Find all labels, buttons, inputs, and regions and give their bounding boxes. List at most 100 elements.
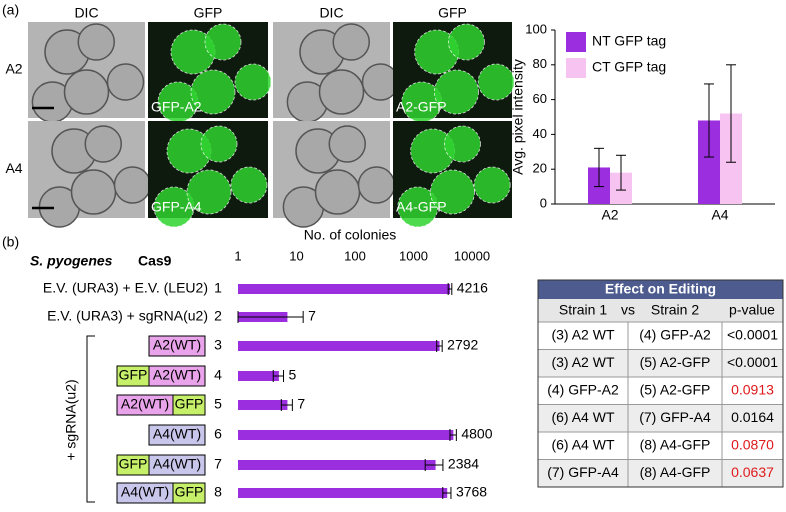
x-tick-label: 1 <box>234 248 241 263</box>
cell <box>190 69 236 115</box>
cell <box>77 23 115 61</box>
cell <box>434 69 479 115</box>
construct-box <box>148 424 206 446</box>
column-header: DIC <box>74 5 98 21</box>
construct-box <box>148 365 206 387</box>
image-label: GFP-A4 <box>151 199 202 215</box>
legend-label: NT GFP tag <box>592 33 666 49</box>
row-number: 8 <box>214 484 222 500</box>
cell <box>106 63 145 101</box>
table-row <box>538 349 783 377</box>
bracket <box>86 335 95 503</box>
row-text: E.V. (URA3) + E.V. (LEU2) <box>43 280 208 296</box>
row-number: 7 <box>214 456 222 472</box>
x-tick-label: 10000 <box>454 248 490 263</box>
cell <box>314 169 361 215</box>
row-number: 4 <box>214 367 222 383</box>
cell <box>477 63 515 101</box>
cell <box>70 169 117 215</box>
chart-title: S. pyogenes <box>30 253 113 269</box>
image-label: GFP-A2 <box>151 99 202 115</box>
table-cell: (4) GFP-A2 <box>547 381 619 397</box>
bar <box>238 488 448 498</box>
cell <box>200 125 238 163</box>
table-cell: <0.0001 <box>727 326 778 342</box>
cell <box>230 166 268 204</box>
x-tick-label: 10 <box>289 248 303 263</box>
construct-box <box>172 482 206 504</box>
value-label: 2384 <box>448 456 479 472</box>
construct-box <box>148 454 206 476</box>
y-tick-label: 20 <box>533 161 547 176</box>
panel-label: (b) <box>2 234 19 250</box>
value-label: 2792 <box>447 337 478 353</box>
cell <box>186 169 232 215</box>
construct-box <box>172 394 206 416</box>
construct-label: A2(WT) <box>153 337 201 353</box>
construct-label: A4(WT) <box>121 484 169 500</box>
value-label: 7 <box>297 396 305 412</box>
table-row <box>538 459 783 487</box>
cell <box>332 23 370 61</box>
table-cell: (3) A2 WT <box>551 326 614 342</box>
row-number: 6 <box>214 426 222 442</box>
table-cell: <0.0001 <box>727 354 778 370</box>
row-label: A4 <box>5 160 22 176</box>
row-number: 2 <box>214 308 222 324</box>
table-row <box>538 432 783 460</box>
table-border <box>537 279 784 488</box>
y-tick-label: 40 <box>533 126 547 141</box>
table-title-bg <box>538 280 783 299</box>
table-cell: (7) GFP-A4 <box>639 409 711 425</box>
y-tick-label: 80 <box>533 56 547 71</box>
x-tick-label: A4 <box>711 207 728 223</box>
x-tick-label: A2 <box>601 207 618 223</box>
legend-swatch <box>566 32 586 52</box>
table-row <box>538 322 783 350</box>
cell <box>234 63 272 101</box>
legend-label: CT GFP tag <box>592 59 666 75</box>
construct-label: GFP <box>175 396 204 412</box>
construct-label: GFP <box>119 367 148 383</box>
value-label: 4800 <box>461 426 492 442</box>
bar <box>238 430 454 440</box>
chart-title: Cas9 <box>138 253 172 269</box>
table-header: Strain 2 <box>651 302 699 318</box>
table-cell: 0.0870 <box>731 436 774 452</box>
table-cell: (3) A2 WT <box>551 354 614 370</box>
legend-swatch <box>566 58 586 78</box>
bar <box>238 460 436 470</box>
table-cell: (5) A2-GFP <box>640 354 711 370</box>
x-axis-label: No. of colonies <box>304 227 397 243</box>
cell <box>84 125 122 163</box>
table-cell: (6) A4 WT <box>551 409 614 425</box>
cell <box>328 125 366 163</box>
table-row <box>538 404 783 432</box>
construct-label: A4(WT) <box>153 456 201 472</box>
bar <box>238 371 279 381</box>
value-label: 7 <box>308 308 316 324</box>
cell <box>357 166 396 204</box>
construct-label: GFP <box>175 484 204 500</box>
x-tick-label: 100 <box>344 248 366 263</box>
table-header: Strain 1 <box>559 302 607 318</box>
y-axis-label: Avg. pixel intensity <box>510 59 526 175</box>
y-tick-label: 0 <box>540 195 547 210</box>
row-number: 3 <box>214 337 222 353</box>
cell <box>444 125 481 163</box>
bar <box>238 284 451 294</box>
table-cell: (4) GFP-A2 <box>639 326 711 342</box>
table-cell: (8) A4-GFP <box>640 436 711 452</box>
construct-label: A2(WT) <box>121 396 169 412</box>
x-tick-label: 1000 <box>399 248 428 263</box>
cell <box>448 23 485 61</box>
table-cell: (7) GFP-A4 <box>547 464 619 480</box>
y-tick-label: 100 <box>525 21 547 36</box>
cell <box>63 69 110 115</box>
row-text: E.V. (URA3) + sgRNA(u2) <box>47 308 208 324</box>
column-header: GFP <box>194 5 223 21</box>
table-title: Effect on Editing <box>605 281 716 297</box>
construct-box <box>148 335 206 357</box>
row-label: A2 <box>5 61 22 77</box>
bar <box>238 400 288 410</box>
